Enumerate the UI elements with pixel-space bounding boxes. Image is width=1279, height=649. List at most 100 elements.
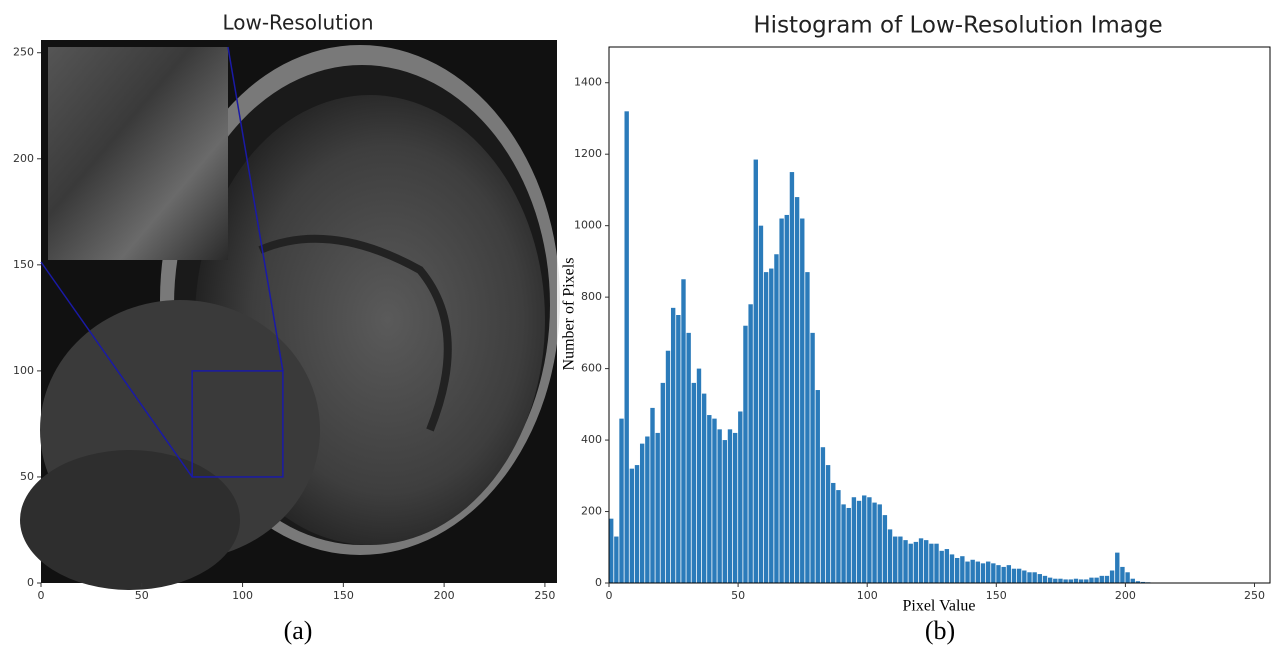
bar bbox=[820, 447, 826, 583]
bar bbox=[805, 272, 810, 583]
bar bbox=[1063, 579, 1068, 583]
y-tick-label: 800 bbox=[581, 290, 602, 303]
bar bbox=[794, 197, 800, 583]
bar bbox=[665, 350, 671, 583]
bar bbox=[1140, 581, 1146, 583]
bar bbox=[831, 482, 836, 583]
x-tick-label: 0 bbox=[606, 589, 613, 602]
bar bbox=[903, 540, 908, 583]
bar bbox=[1089, 577, 1094, 583]
bar bbox=[815, 390, 820, 583]
bar bbox=[996, 565, 1001, 583]
bar bbox=[1006, 565, 1012, 583]
bar bbox=[965, 561, 970, 583]
x-tick-label: 150 bbox=[986, 589, 1007, 602]
bar bbox=[1032, 572, 1037, 583]
bar bbox=[1104, 575, 1110, 583]
bar bbox=[954, 557, 960, 583]
bar bbox=[670, 307, 676, 583]
bar bbox=[717, 429, 722, 583]
bar bbox=[1016, 568, 1022, 583]
bar bbox=[727, 429, 733, 583]
bar bbox=[639, 443, 645, 583]
bar bbox=[867, 497, 872, 583]
y-tick-label: 50 bbox=[20, 470, 34, 483]
bar bbox=[851, 497, 857, 583]
bar bbox=[753, 159, 758, 583]
bar bbox=[924, 540, 929, 583]
bar bbox=[619, 418, 624, 583]
bar bbox=[1094, 577, 1099, 583]
bar bbox=[1011, 568, 1017, 583]
x-tick-label: 50 bbox=[135, 589, 149, 602]
bar bbox=[929, 543, 934, 583]
x-tick-label: 0 bbox=[38, 589, 45, 602]
bar bbox=[789, 172, 795, 584]
caption: (b) bbox=[925, 616, 955, 645]
x-tick-label: 200 bbox=[1115, 589, 1136, 602]
bar bbox=[779, 218, 784, 583]
bar bbox=[784, 214, 789, 584]
bar bbox=[836, 490, 841, 583]
bar bbox=[1037, 574, 1043, 583]
bar bbox=[769, 268, 774, 583]
bar bbox=[949, 554, 955, 583]
bar bbox=[614, 536, 619, 583]
bar bbox=[825, 465, 831, 583]
bar bbox=[660, 382, 666, 583]
bar bbox=[1073, 578, 1079, 583]
bar bbox=[686, 332, 691, 583]
bar bbox=[738, 411, 743, 583]
bar bbox=[634, 465, 640, 583]
x-axis-label: Pixel Value bbox=[902, 598, 975, 615]
y-tick-label: 150 bbox=[13, 258, 34, 271]
bar bbox=[1042, 575, 1048, 583]
bar bbox=[655, 432, 660, 583]
bar bbox=[887, 529, 893, 583]
bar bbox=[970, 559, 975, 583]
y-tick-label: 200 bbox=[581, 505, 602, 518]
bar bbox=[624, 111, 629, 583]
caption: (a) bbox=[284, 616, 313, 645]
bar bbox=[1078, 579, 1084, 583]
y-tick-label: 0 bbox=[27, 576, 34, 589]
bar bbox=[701, 393, 707, 583]
bar bbox=[758, 225, 764, 583]
bar bbox=[913, 541, 919, 583]
bar bbox=[877, 504, 882, 583]
bar bbox=[1047, 577, 1053, 583]
bar bbox=[707, 415, 712, 583]
bar bbox=[1058, 578, 1063, 583]
bar bbox=[1109, 570, 1115, 583]
bar bbox=[856, 500, 862, 583]
bar bbox=[918, 538, 924, 583]
bar bbox=[691, 382, 697, 583]
x-tick-label: 200 bbox=[434, 589, 455, 602]
bar bbox=[975, 561, 981, 583]
bar bbox=[1115, 552, 1120, 583]
bar bbox=[1099, 575, 1104, 583]
bar bbox=[1053, 578, 1058, 583]
bar bbox=[960, 556, 965, 583]
bar bbox=[1084, 579, 1089, 583]
x-tick-label: 100 bbox=[857, 589, 878, 602]
bar bbox=[1130, 578, 1135, 583]
x-tick-label: 100 bbox=[232, 589, 253, 602]
bar bbox=[934, 543, 939, 583]
bar bbox=[908, 543, 913, 583]
zoom-box bbox=[191, 370, 284, 478]
y-tick-label: 400 bbox=[581, 433, 602, 446]
y-tick-label: 250 bbox=[13, 46, 34, 59]
bar bbox=[1022, 570, 1027, 583]
bar bbox=[893, 536, 898, 583]
bar bbox=[722, 440, 727, 583]
bar bbox=[732, 432, 738, 583]
bar bbox=[712, 418, 717, 583]
bar bbox=[696, 368, 702, 583]
y-tick-label: 1200 bbox=[574, 147, 602, 160]
bar bbox=[1027, 572, 1032, 583]
x-tick-label: 250 bbox=[1244, 589, 1265, 602]
bar bbox=[650, 407, 655, 583]
zoom-connector bbox=[40, 261, 193, 478]
